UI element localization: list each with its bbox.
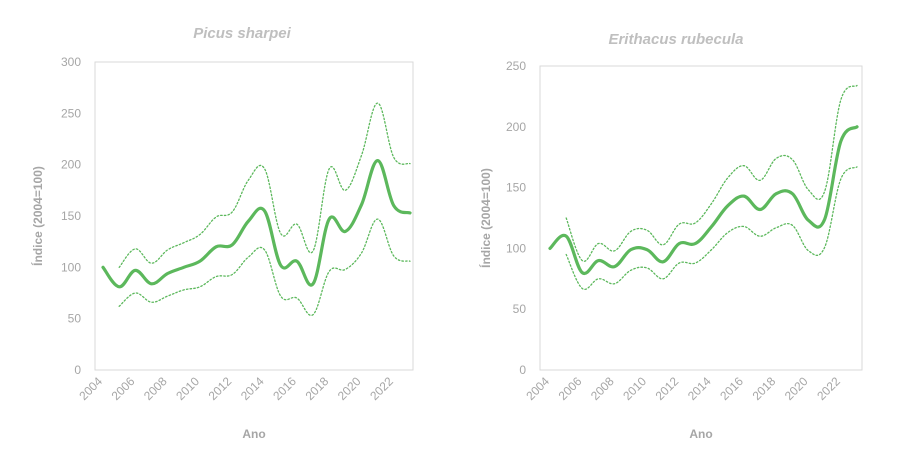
x-tick-label: 2012: [206, 374, 235, 403]
y-tick-label: 50: [68, 312, 82, 326]
plot-area-border: [94, 61, 414, 371]
x-tick-label: 2010: [620, 374, 649, 403]
x-tick-label: 2022: [367, 374, 396, 403]
plot-area-border: [539, 65, 863, 371]
y-tick-label: 200: [506, 120, 526, 134]
x-tick-label: 2016: [717, 374, 746, 403]
y-tick-label: 250: [506, 59, 526, 73]
series-line-upper: [118, 102, 411, 268]
x-tick-label: 2006: [109, 374, 138, 403]
x-tick-label: 2018: [750, 374, 779, 403]
x-tick-label: 2004: [523, 374, 552, 403]
x-axis-label: Ano: [689, 427, 712, 441]
y-axis-label: Índice (2004=100): [30, 166, 45, 266]
x-axis-label: Ano: [242, 427, 265, 441]
x-tick-label: 2014: [685, 374, 714, 403]
chart-title: Erithacus rubecula: [608, 31, 743, 48]
series-line-lower: [118, 218, 411, 317]
y-tick-label: 300: [61, 55, 81, 69]
y-tick-label: 0: [74, 363, 81, 377]
x-tick-label: 2010: [173, 374, 202, 403]
x-tick-label: 2008: [141, 374, 170, 403]
y-tick-label: 150: [61, 209, 81, 223]
x-tick-label: 2022: [814, 374, 843, 403]
y-axis-label: Índice (2004=100): [478, 168, 493, 268]
chart-title: Picus sharpei: [193, 25, 291, 42]
y-tick-label: 0: [519, 363, 526, 377]
series-line-upper: [565, 84, 858, 262]
x-tick-label: 2014: [238, 374, 267, 403]
y-tick-label: 50: [513, 302, 527, 316]
x-tick-label: 2020: [782, 374, 811, 403]
x-tick-label: 2004: [76, 374, 105, 403]
series-line-index: [548, 125, 859, 276]
series-line-index: [101, 159, 412, 289]
x-tick-label: 2006: [556, 374, 585, 403]
x-tick-label: 2016: [270, 374, 299, 403]
x-tick-label: 2020: [335, 374, 364, 403]
series-line-lower: [565, 166, 858, 291]
y-tick-label: 200: [61, 158, 81, 172]
x-tick-label: 2012: [653, 374, 682, 403]
y-tick-label: 250: [61, 106, 81, 120]
y-tick-label: 100: [506, 241, 526, 255]
y-tick-label: 100: [61, 260, 81, 274]
y-tick-label: 150: [506, 181, 526, 195]
x-tick-label: 2018: [303, 374, 332, 403]
x-tick-label: 2008: [588, 374, 617, 403]
